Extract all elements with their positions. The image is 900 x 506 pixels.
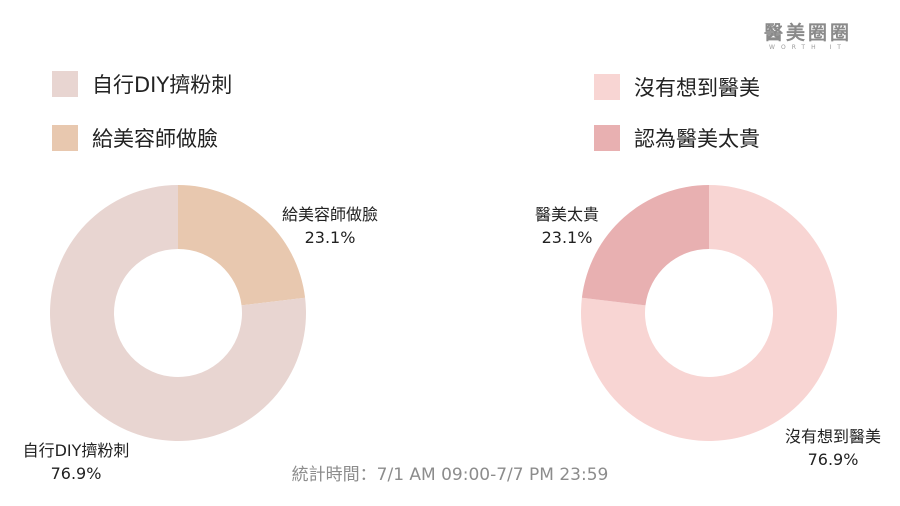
legend-item-beautician: 給美容師做臉 xyxy=(52,124,218,152)
legend-swatch-beautician xyxy=(52,125,78,151)
slice-label-beautician-name: 給美容師做臉 xyxy=(281,205,378,224)
slice-label-too-expensive: 醫美太貴 23.1% xyxy=(518,203,616,249)
slice-label-no-idea-name: 沒有想到醫美 xyxy=(784,427,881,446)
brand-name: 醫美圈圈 xyxy=(763,22,852,44)
slice-label-diy: 自行DIY擠粉刺 76.9% xyxy=(10,439,142,485)
slice-label-beautician: 給美容師做臉 23.1% xyxy=(265,203,395,249)
legend-swatch-diy xyxy=(52,71,78,97)
donut-chart-left xyxy=(49,185,306,441)
slice-label-too-expensive-name: 醫美太貴 xyxy=(534,205,599,224)
donut-slice-too-expensive xyxy=(581,185,709,306)
slice-label-diy-value: 76.9% xyxy=(50,464,102,483)
legend-item-diy: 自行DIY擠粉刺 xyxy=(52,70,232,98)
legend-label-beautician: 給美容師做臉 xyxy=(92,127,218,151)
donut-slice-beautician xyxy=(178,185,306,306)
legend-label-diy: 自行DIY擠粉刺 xyxy=(92,73,233,97)
slice-label-no-idea: 沒有想到醫美 76.9% xyxy=(765,425,900,471)
brand-logo: 醫美圈圈 WORTH IT xyxy=(748,22,868,52)
legend-swatch-no-idea xyxy=(594,74,620,100)
stat-period: 統計時間：7/1 AM 09:00-7/7 PM 23:59 xyxy=(291,465,609,485)
slice-label-no-idea-value: 76.9% xyxy=(807,450,859,469)
legend-item-no-idea: 沒有想到醫美 xyxy=(594,73,760,101)
slice-label-beautician-value: 23.1% xyxy=(304,228,356,247)
legend-label-no-idea: 沒有想到醫美 xyxy=(634,76,760,100)
donut-slice-no-idea xyxy=(580,185,837,441)
legend-label-too-expensive: 認為醫美太貴 xyxy=(634,127,760,151)
legend-item-too-expensive: 認為醫美太貴 xyxy=(594,124,760,152)
brand-tagline: WORTH IT xyxy=(769,44,847,51)
donut-chart-right xyxy=(580,185,837,441)
legend-swatch-too-expensive xyxy=(594,125,620,151)
donut-slice-diy xyxy=(49,185,306,441)
slice-label-diy-name: 自行DIY擠粉刺 xyxy=(22,441,130,460)
slice-label-too-expensive-value: 23.1% xyxy=(541,228,593,247)
